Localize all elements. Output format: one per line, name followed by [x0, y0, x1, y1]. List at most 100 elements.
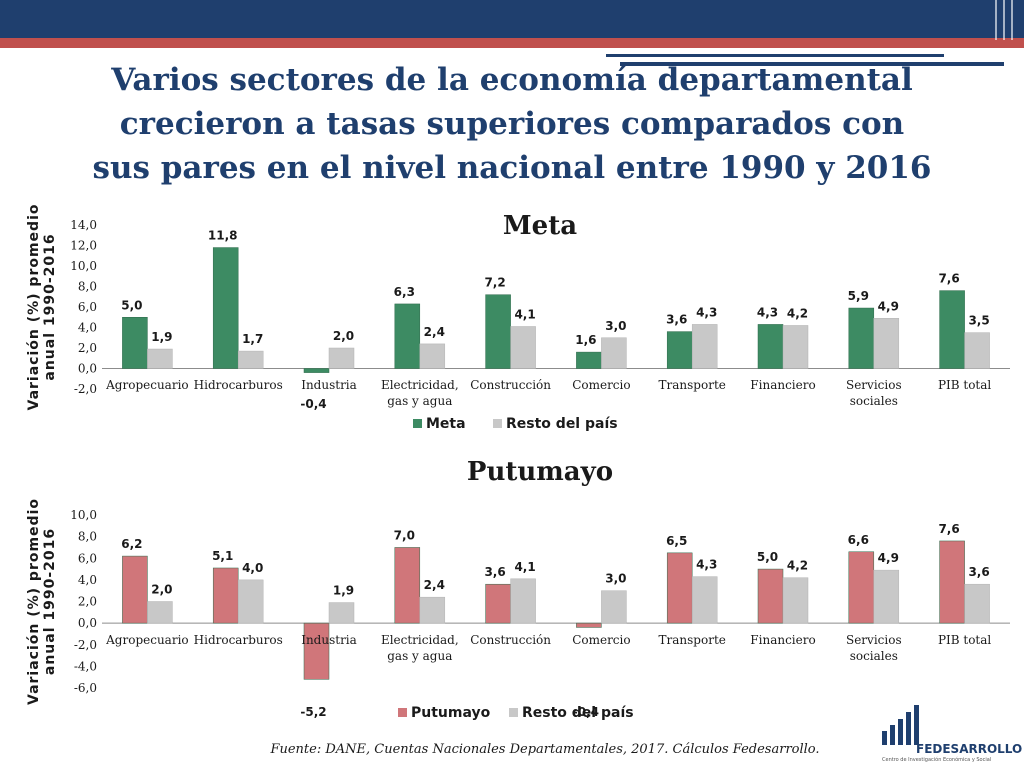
data-label: 7,0	[394, 528, 415, 542]
legend-swatch	[413, 419, 422, 428]
bar-dept	[212, 567, 239, 624]
logo-name: FEDESARROLLO	[916, 742, 1023, 756]
data-label: 7,2	[484, 276, 505, 290]
y-tick-label: -2,0	[74, 382, 97, 396]
category-label: PIB total	[938, 633, 991, 647]
bar-dept	[303, 622, 330, 680]
bar-resto	[147, 601, 173, 624]
source-note: Fuente: DANE, Cuentas Nacionales Departa…	[270, 742, 820, 757]
y-tick-label: 2,0	[78, 341, 97, 355]
category-label: Financiero	[750, 378, 815, 392]
category-label: Hidrocarburos	[194, 633, 283, 647]
bar-resto	[328, 347, 355, 369]
bar-resto	[691, 324, 718, 369]
bar-resto	[601, 337, 627, 369]
data-label: -0,4	[573, 705, 599, 719]
y-axis-label: Variación (%) promedioanual 1990-2016	[26, 498, 58, 705]
banner-decoration	[995, 0, 997, 40]
category-label: Transporte	[659, 633, 726, 647]
chart-title: Meta	[503, 211, 577, 241]
bar-dept	[757, 568, 784, 624]
slide-title: Varios sectores de la economía departame…	[20, 58, 1004, 190]
category-label: Servicios	[846, 633, 902, 647]
title-line: sus pares en el nivel nacional entre 199…	[92, 150, 932, 186]
y-tick-label: 8,0	[78, 280, 97, 294]
bar-resto	[419, 596, 446, 624]
data-label: 7,6	[938, 522, 959, 536]
category-label: PIB total	[938, 378, 991, 392]
data-label: 3,6	[666, 313, 687, 327]
y-axis-label-line: Variación (%) promedio	[26, 204, 42, 411]
category-label: Industria	[301, 633, 357, 647]
data-label: 4,3	[757, 305, 778, 319]
y-tick-label: 6,0	[78, 551, 97, 565]
y-tick-label: -2,0	[74, 638, 97, 652]
data-label: 3,6	[484, 565, 505, 579]
bar-resto	[782, 325, 809, 369]
bar-dept	[394, 547, 421, 624]
chart-title: Putumayo	[467, 457, 613, 487]
bar-dept	[939, 290, 965, 369]
bar-resto	[873, 569, 900, 624]
title-line: crecieron a tasas superiores comparados …	[119, 106, 905, 142]
category-label: Electricidad,	[381, 633, 459, 647]
y-tick-label: -4,0	[74, 659, 97, 673]
title-decoration-line	[620, 62, 1004, 66]
bar-resto	[510, 578, 536, 624]
title-decoration-line	[606, 54, 944, 57]
legend-label: Resto del país	[522, 705, 634, 721]
legend-swatch	[398, 708, 407, 717]
category-label: Electricidad,	[381, 378, 459, 392]
data-label: 2,4	[424, 325, 445, 339]
data-label: 4,9	[878, 551, 899, 565]
data-label: 4,1	[514, 560, 535, 574]
bar-dept	[666, 552, 693, 624]
y-tick-label: 4,0	[78, 573, 97, 587]
bar-resto	[964, 332, 990, 369]
bar-resto	[691, 576, 718, 624]
banner-decoration	[1011, 0, 1013, 40]
data-label: 4,3	[696, 558, 717, 572]
top-banner	[0, 0, 1024, 38]
y-tick-label: 8,0	[78, 530, 97, 544]
y-tick-label: 6,0	[78, 300, 97, 314]
bar-dept	[666, 331, 693, 369]
data-label: 11,8	[208, 229, 238, 243]
data-label: 5,9	[848, 289, 869, 303]
bar-dept	[848, 551, 875, 624]
bar-dept	[485, 583, 511, 624]
data-label: 7,6	[938, 272, 959, 286]
category-label: gas y agua	[387, 394, 452, 408]
y-tick-label: 4,0	[78, 321, 97, 335]
data-label: 3,5	[968, 314, 989, 328]
bar-resto	[328, 602, 355, 624]
category-label: Construcción	[470, 633, 551, 647]
data-label: -0,4	[300, 397, 326, 411]
data-label: 3,0	[605, 319, 626, 333]
bar-dept	[394, 303, 421, 369]
y-tick-label: 12,0	[70, 239, 97, 253]
bar-resto	[782, 577, 809, 624]
legend-label: Putumayo	[411, 705, 491, 721]
bar-dept	[485, 294, 511, 369]
data-label: 1,7	[242, 332, 263, 346]
bar-resto	[873, 318, 900, 369]
category-label: Comercio	[572, 378, 630, 392]
category-label: Industria	[301, 378, 357, 392]
logo-subtitle: Centro de Investigación Económica y Soci…	[882, 757, 992, 763]
y-axis-label-line: anual 1990-2016	[42, 233, 58, 380]
y-axis-label: Variación (%) promedioanual 1990-2016	[26, 204, 58, 411]
data-label: 3,0	[605, 572, 626, 586]
category-label: Hidrocarburos	[194, 378, 283, 392]
y-tick-label: 0,0	[78, 616, 97, 630]
data-label: 6,3	[394, 285, 415, 299]
data-label: 2,0	[151, 583, 172, 597]
bar-resto	[510, 326, 536, 369]
category-label: Construcción	[470, 378, 551, 392]
y-tick-label: 10,0	[70, 259, 97, 273]
category-label: Financiero	[750, 633, 815, 647]
banner-decoration	[1003, 0, 1005, 40]
y-axis-label-line: anual 1990-2016	[42, 528, 58, 675]
legend-swatch	[509, 708, 518, 717]
